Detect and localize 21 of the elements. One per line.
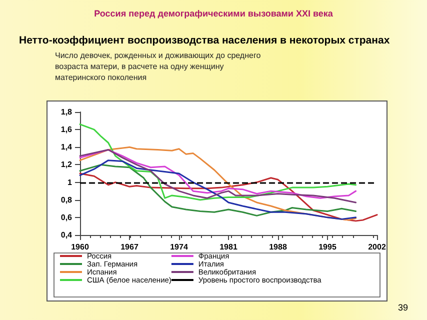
line-series: [79, 172, 378, 222]
x-tick-label: 1967: [120, 242, 139, 252]
y-tick-label: 1,4: [60, 142, 73, 152]
y-tick-label: 1,6: [60, 125, 73, 134]
y-tick-label: 0,8: [60, 195, 73, 204]
text: 39: [398, 302, 408, 312]
x-tick-label: 1981: [220, 242, 238, 252]
y-tick-label: 0,6: [60, 212, 73, 222]
y-tick-label: 1,2: [60, 160, 73, 170]
y-tick-label: 1: [68, 178, 73, 187]
y-tick-label: 1,8: [60, 108, 73, 116]
x-tick-label: 1974: [170, 242, 188, 252]
y-tick-label: 0,4: [60, 230, 73, 240]
text: Россия перед демографическими вызовами XXI века: [94, 8, 334, 18]
x-tick-label: 1988: [269, 242, 288, 252]
chart-subtitle: Число девочек, рожденных и доживающих до среднего возраста матери, в расчете на одну женщину материнского поколения: [55, 51, 263, 82]
x-tick-label: 1960: [71, 242, 90, 252]
line-series: [79, 124, 357, 201]
x-tick-label: 1995: [318, 242, 337, 252]
chart-title: Нетто-коэффициент воспроизводства населения в некоторых странах: [19, 34, 390, 46]
x-tick-label: 2002: [368, 242, 386, 252]
